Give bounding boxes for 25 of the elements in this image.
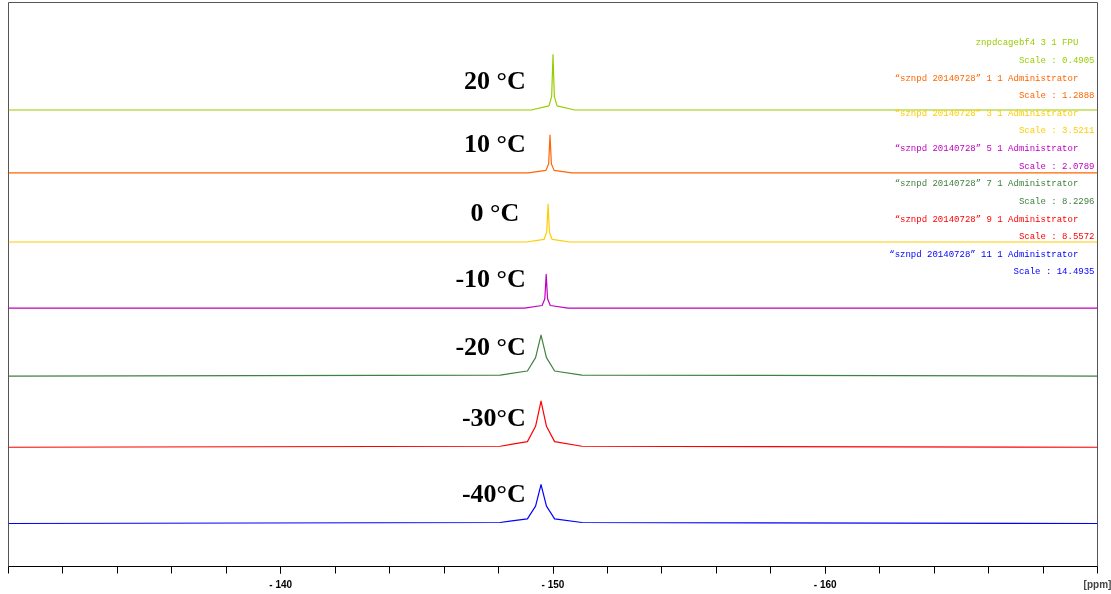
annotation: “sznpd 20140728” 11 1 Administrator — [889, 249, 1079, 260]
series-label: 10 °C — [464, 128, 526, 158]
x-tick-label: - 140 — [269, 578, 293, 590]
annotation: “sznpd 20140728” 9 1 Administrator — [894, 214, 1079, 225]
annotation: Scale : 8.2296 — [1018, 196, 1095, 207]
annotation: Scale : 0.4905 — [1018, 56, 1095, 67]
annotation: Scale : 2.0789 — [1018, 161, 1095, 172]
annotation: Scale : 3.5211 — [1018, 126, 1095, 137]
x-tick-label: - 150 — [541, 578, 565, 590]
annotation: Scale : 1.2888 — [1018, 91, 1095, 102]
annotation: “sznpd 20140728” 3 1 Administrator — [894, 108, 1079, 119]
annotation: “sznpd 20140728” 5 1 Administrator — [894, 144, 1079, 155]
annotation: Scale : 8.5572 — [1018, 232, 1095, 243]
series-label: 20 °C — [464, 65, 526, 95]
series-label: -20 °C — [455, 331, 526, 361]
series-label: -10 °C — [455, 263, 526, 293]
series-label: 0 °C — [470, 197, 520, 227]
x-axis-title: [ppm] — [1083, 578, 1111, 590]
series-label: -40°C — [461, 479, 526, 509]
annotation: “sznpd 20140728” 1 1 Administrator — [894, 73, 1079, 84]
text: znpdcagebf4 3 1 FPU — [975, 38, 1079, 49]
annotation: “sznpd 20140728” 7 1 Administrator — [894, 179, 1079, 190]
annotation: Scale : 14.4935 — [1013, 267, 1095, 278]
x-tick-label: - 160 — [813, 578, 838, 590]
series-label: -30°C — [461, 402, 526, 432]
